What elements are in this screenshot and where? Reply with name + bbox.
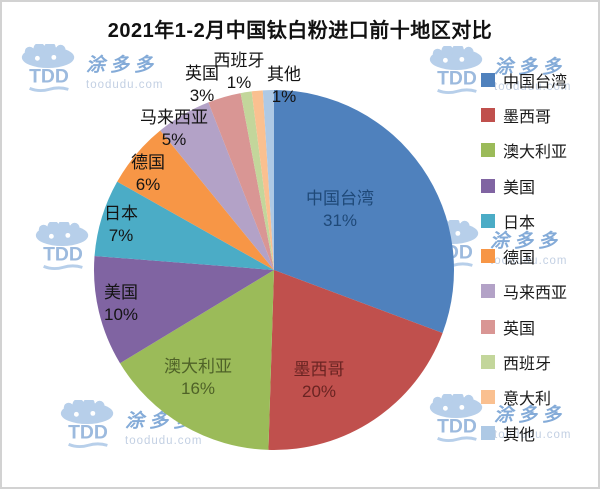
- pie-label-taiwan: 中国台湾 31%: [306, 189, 374, 230]
- legend-item-mexico[interactable]: 墨西哥: [481, 97, 567, 132]
- legend-swatch: [481, 143, 495, 158]
- legend-item-malaysia[interactable]: 马来西亚: [481, 274, 567, 309]
- watermark-brand: 涂多多: [490, 231, 563, 252]
- legend-label: 美国: [503, 179, 536, 197]
- legend-item-japan[interactable]: 日本: [481, 203, 567, 238]
- legend-swatch: [481, 284, 495, 299]
- svg-text:TDD: TDD: [43, 244, 83, 266]
- legend-swatch: [481, 178, 495, 193]
- legend-item-australia[interactable]: 澳大利亚: [481, 133, 567, 168]
- tdd-logo-icon: TDD: [21, 44, 75, 93]
- legend-label: 墨西哥: [503, 108, 552, 126]
- pie-slice-2[interactable]: [120, 270, 275, 450]
- legend-label: 意大利: [503, 391, 552, 409]
- legend-label: 马来西亚: [503, 285, 568, 303]
- pie-slice-6[interactable]: [160, 102, 274, 270]
- watermark-brand: 涂多多: [494, 57, 567, 78]
- legend-label: 中国台湾: [503, 73, 568, 91]
- pie-label-japan: 日本 7%: [104, 204, 138, 245]
- tdd-logo-icon: TDD: [429, 46, 483, 95]
- pie-slice-1[interactable]: [268, 270, 443, 450]
- legend-item-spain[interactable]: 西班牙: [481, 344, 567, 379]
- watermark-domain: toodudu.com: [86, 79, 164, 91]
- svg-text:TDD: TDD: [68, 422, 108, 444]
- watermark-tile: TDD 涂多多 toodudu.com: [426, 394, 572, 444]
- pie-slice-10[interactable]: [262, 90, 274, 270]
- pie-slice-9[interactable]: [251, 90, 274, 270]
- legend-swatch: [481, 319, 495, 334]
- legend-label: 日本: [503, 214, 536, 232]
- legend-label: 其他: [503, 426, 536, 444]
- watermark-brand: 涂多多: [494, 405, 567, 426]
- svg-text:TDD: TDD: [29, 66, 69, 88]
- watermark-domain: toodudu.com: [125, 435, 203, 447]
- tdd-logo-icon: TDD: [35, 222, 89, 271]
- pie-slice-0[interactable]: [274, 90, 455, 334]
- legend-item-italy[interactable]: 意大利: [481, 380, 567, 415]
- watermark-tile: TDD 涂多多 toodudu.com: [426, 46, 572, 96]
- legend-swatch: [481, 213, 495, 228]
- watermark-tile: TDD 涂多多 toodudu.com: [18, 44, 164, 94]
- pie-slice-5[interactable]: [117, 130, 274, 270]
- legend-item-usa[interactable]: 美国: [481, 168, 567, 203]
- watermark-brand: 涂多多: [86, 55, 159, 76]
- pie-label-australia: 澳大利亚 16%: [164, 357, 232, 398]
- legend-label: 西班牙: [503, 356, 552, 374]
- legend-item-germany[interactable]: 德国: [481, 238, 567, 273]
- legend-swatch: [481, 249, 495, 264]
- pie-label-uk: 英国 3%: [185, 64, 219, 105]
- legend-swatch: [481, 355, 495, 370]
- pie-slice-4[interactable]: [94, 181, 274, 270]
- legend-swatch: [481, 425, 495, 440]
- legend: 中国台湾 墨西哥 澳大利亚 美国 日本 德国 马来西亚 英国: [481, 62, 567, 450]
- watermark-tile: TDD 涂多多 toodudu.com: [57, 400, 203, 450]
- svg-text:TDD: TDD: [437, 416, 477, 438]
- pie-label-germany: 德国 6%: [131, 153, 165, 194]
- pie-label-spain: 西班牙 1%: [213, 51, 265, 92]
- chart-title: 2021年1-2月中国钛白粉进口前十地区对比: [107, 20, 493, 42]
- legend-label: 澳大利亚: [503, 144, 568, 162]
- legend-label: 德国: [503, 250, 536, 268]
- legend-item-uk[interactable]: 英国: [481, 309, 567, 344]
- watermark-domain: toodudu.com: [494, 81, 572, 93]
- pie-label-mexico: 墨西哥 20%: [293, 360, 345, 401]
- legend-swatch: [481, 107, 495, 122]
- legend-label: 英国: [503, 320, 536, 338]
- svg-text:TDD: TDD: [437, 68, 477, 90]
- tdd-logo-icon: TDD: [429, 394, 483, 443]
- pie-label-malaysia: 马来西亚 5%: [140, 108, 208, 149]
- legend-item-other[interactable]: 其他: [481, 415, 567, 450]
- watermark-domain: toodudu.com: [494, 429, 572, 441]
- pie-slice-8[interactable]: [240, 91, 274, 270]
- pie-label-usa: 美国 10%: [103, 283, 139, 324]
- legend-item-taiwan[interactable]: 中国台湾: [481, 62, 567, 97]
- watermark-domain: toodudu.com: [490, 255, 568, 267]
- legend-swatch: [481, 390, 495, 405]
- legend-swatch: [481, 72, 495, 87]
- pie-slice-3[interactable]: [93, 256, 274, 364]
- pie-slice-7[interactable]: [208, 93, 274, 270]
- tdd-logo-icon: TDD: [60, 400, 114, 449]
- pie-label-other: 其他 1%: [267, 65, 301, 106]
